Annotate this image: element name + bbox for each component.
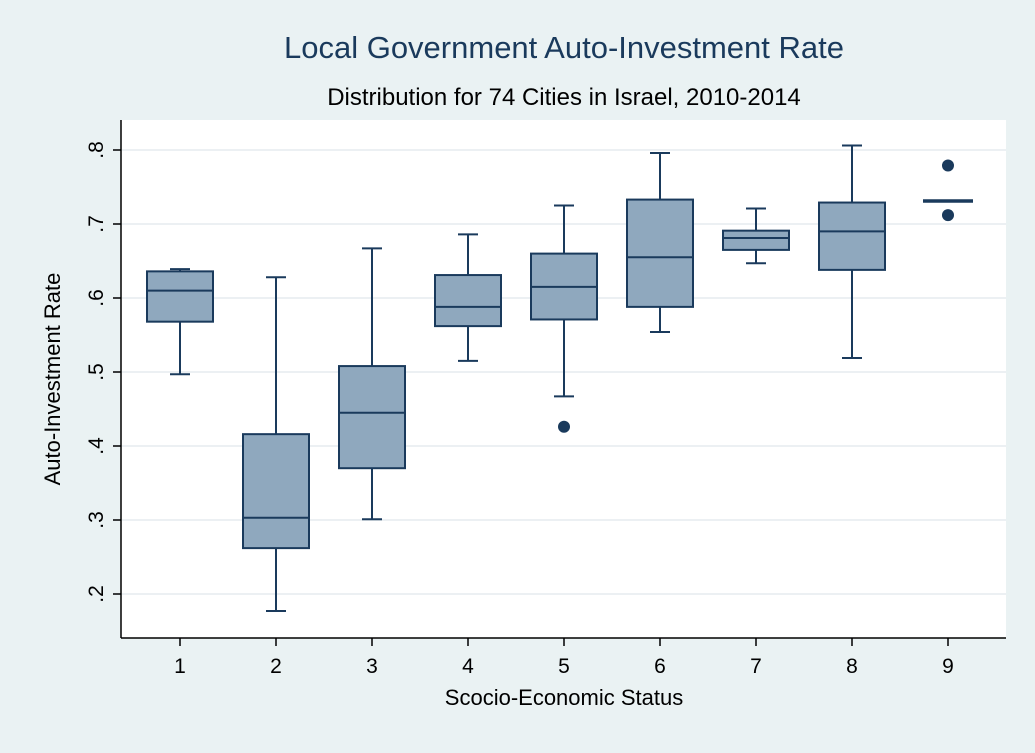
- y-ticks: .2 .3 .4 .5 .6 .7 .8: [85, 141, 121, 603]
- y-tick-label: .5: [85, 363, 108, 381]
- box-category-2: [242, 276, 310, 613]
- iqr-box: [818, 201, 886, 271]
- x-ticks: 1 2 3 4 5 6 7 8 9: [174, 638, 954, 678]
- boxes-group: [146, 144, 973, 613]
- iqr-box: [626, 198, 694, 308]
- x-tick-label: 8: [846, 655, 858, 678]
- y-axis-label: Auto-Investment Rate: [40, 273, 65, 486]
- x-tick-label: 2: [270, 655, 282, 678]
- box-category-3: [338, 247, 406, 521]
- outlier-point: [942, 159, 954, 172]
- box-category-1: [146, 268, 214, 376]
- y-tick-label: .2: [85, 585, 108, 603]
- x-tick-label: 7: [750, 655, 762, 678]
- x-axis-label: Scocio-Economic Status: [445, 685, 683, 710]
- iqr-box: [338, 365, 406, 470]
- x-tick-label: 4: [462, 655, 474, 678]
- iqr-box: [242, 433, 310, 550]
- y-tick-label: .3: [85, 511, 108, 529]
- chart-subtitle: Distribution for 74 Cities in Israel, 20…: [327, 84, 801, 111]
- x-tick-label: 1: [174, 655, 186, 678]
- outlier-point: [558, 420, 570, 433]
- x-tick-label: 9: [942, 655, 954, 678]
- box-category-8: [818, 144, 886, 359]
- box-category-5: [530, 204, 598, 433]
- x-tick-label: 3: [366, 655, 378, 678]
- iqr-box: [434, 274, 502, 328]
- box-category-7: [722, 207, 790, 265]
- x-tick-label: 5: [558, 655, 570, 678]
- y-tick-label: .6: [85, 289, 108, 307]
- y-tick-label: .7: [85, 215, 108, 233]
- box-category-4: [434, 233, 502, 362]
- x-tick-label: 6: [654, 655, 666, 678]
- iqr-box: [722, 229, 790, 251]
- iqr-box: [146, 270, 214, 323]
- outlier-point: [942, 209, 954, 222]
- box-category-9: [923, 159, 973, 222]
- y-tick-label: .4: [85, 437, 108, 455]
- chart-title: Local Government Auto-Investment Rate: [284, 30, 844, 65]
- box-category-6: [626, 151, 694, 334]
- y-tick-label: .8: [85, 141, 108, 159]
